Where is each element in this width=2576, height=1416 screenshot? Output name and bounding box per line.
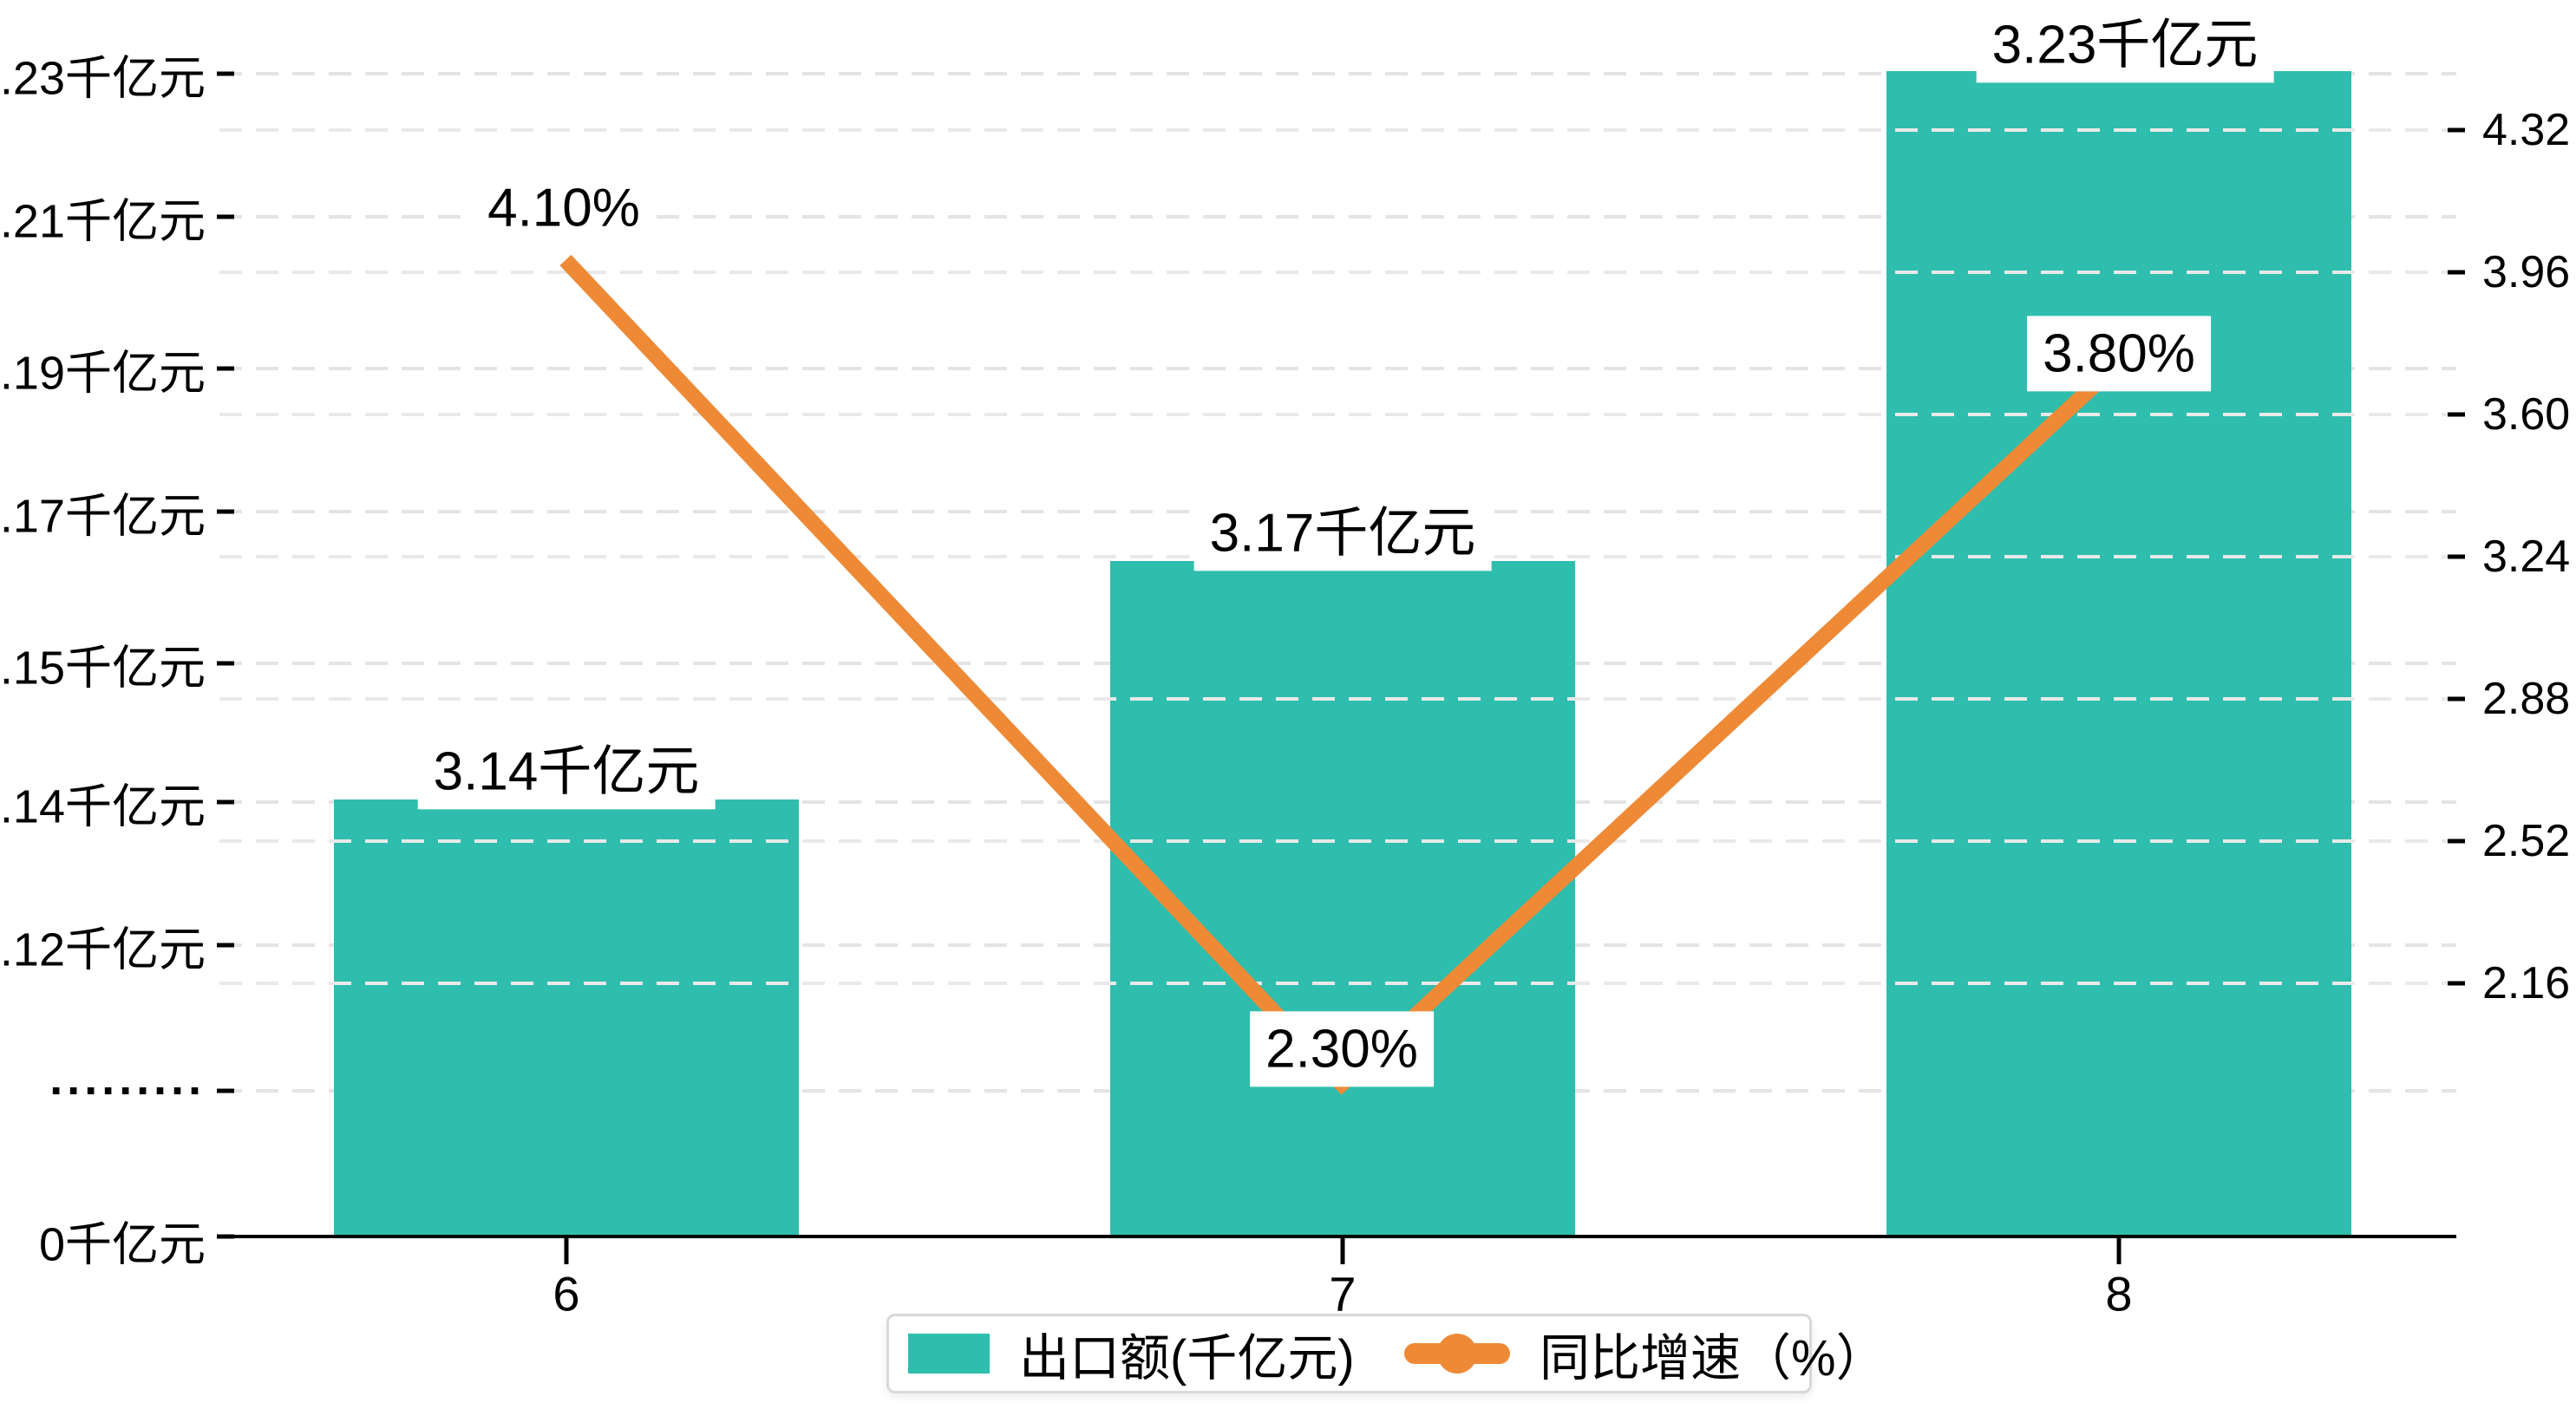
line-value-label: 4.10%	[472, 170, 656, 246]
right-axis-tick-label: 2.16	[2482, 958, 2571, 1008]
right-tick-mark	[2448, 270, 2465, 275]
right-axis-tick-label: 4.32	[2482, 105, 2571, 155]
left-tick-mark	[217, 943, 234, 948]
right-tick-mark	[2448, 981, 2465, 986]
left-axis-tick-label: 3.19千亿元	[0, 347, 206, 400]
left-axis-tick-label: 3.23千亿元	[0, 52, 206, 105]
bar-category-7	[1110, 561, 1575, 1237]
x-axis-label-8: 8	[2105, 1266, 2133, 1321]
right-axis-tick-label: 3.60	[2482, 389, 2571, 440]
x-tick-mark	[1340, 1238, 1345, 1264]
left-axis-tick-label: 0千亿元	[38, 1218, 206, 1271]
left-tick-mark	[217, 509, 234, 514]
left-tick-mark	[217, 1088, 234, 1093]
x-axis-label-6: 6	[552, 1266, 580, 1321]
right-tick-mark	[2448, 839, 2465, 844]
bar-value-label: 3.14千亿元	[417, 734, 716, 810]
left-axis-tick-label: 3.15千亿元	[0, 642, 206, 695]
left-axis-tick-label: 3.14千亿元	[0, 780, 206, 833]
right-axis-tick-label: 2.88	[2482, 674, 2571, 724]
x-axis-label-7: 7	[1329, 1266, 1357, 1321]
left-tick-mark	[217, 366, 234, 371]
bar-category-6	[334, 799, 799, 1237]
right-axis-tick-label: 2.52	[2482, 816, 2571, 866]
legend: 出口额(千亿元) 同比增速（%）	[886, 1314, 1886, 1393]
line-value-label: 3.80%	[2027, 316, 2211, 392]
right-tick-mark	[2448, 554, 2465, 559]
x-tick-mark	[564, 1238, 569, 1264]
left-axis-tick-label: 3.12千亿元	[0, 923, 206, 976]
left-tick-mark	[217, 71, 234, 76]
left-tick-mark	[217, 1234, 234, 1239]
left-axis-tick-label: 3.17千亿元	[0, 490, 206, 543]
bar-value-label: 3.17千亿元	[1193, 495, 1492, 571]
right-tick-mark	[2448, 127, 2465, 133]
left-tick-mark	[217, 799, 234, 805]
left-axis-tick-label: 3.21千亿元	[0, 195, 206, 248]
bar-swatch-icon	[908, 1334, 990, 1374]
legend-item-growth[interactable]: 同比增速（%）	[1404, 1316, 1886, 1391]
legend-item-exports[interactable]: 出口额(千亿元)	[908, 1316, 1355, 1391]
growth-line	[559, 254, 2125, 1095]
x-tick-mark	[2116, 1238, 2122, 1264]
right-axis-tick-label: 3.96	[2482, 247, 2571, 297]
right-axis-tick-label: 3.24	[2482, 532, 2571, 582]
right-tick-mark	[2448, 412, 2465, 417]
legend-label: 出口额(千亿元)	[1019, 1330, 1355, 1387]
line-value-label: 2.30%	[1250, 1011, 1434, 1087]
right-tick-mark	[2448, 696, 2465, 701]
bar-category-8	[1886, 71, 2351, 1237]
line-dot-swatch-icon	[1404, 1334, 1510, 1374]
x-axis-line	[219, 1235, 2456, 1238]
left-axis-break-dots: ·········	[49, 1065, 206, 1117]
left-tick-mark	[217, 214, 234, 219]
bar-value-label: 3.23千亿元	[1976, 7, 2274, 83]
left-tick-mark	[217, 661, 234, 666]
legend-label: 同比增速（%）	[1540, 1330, 1886, 1387]
